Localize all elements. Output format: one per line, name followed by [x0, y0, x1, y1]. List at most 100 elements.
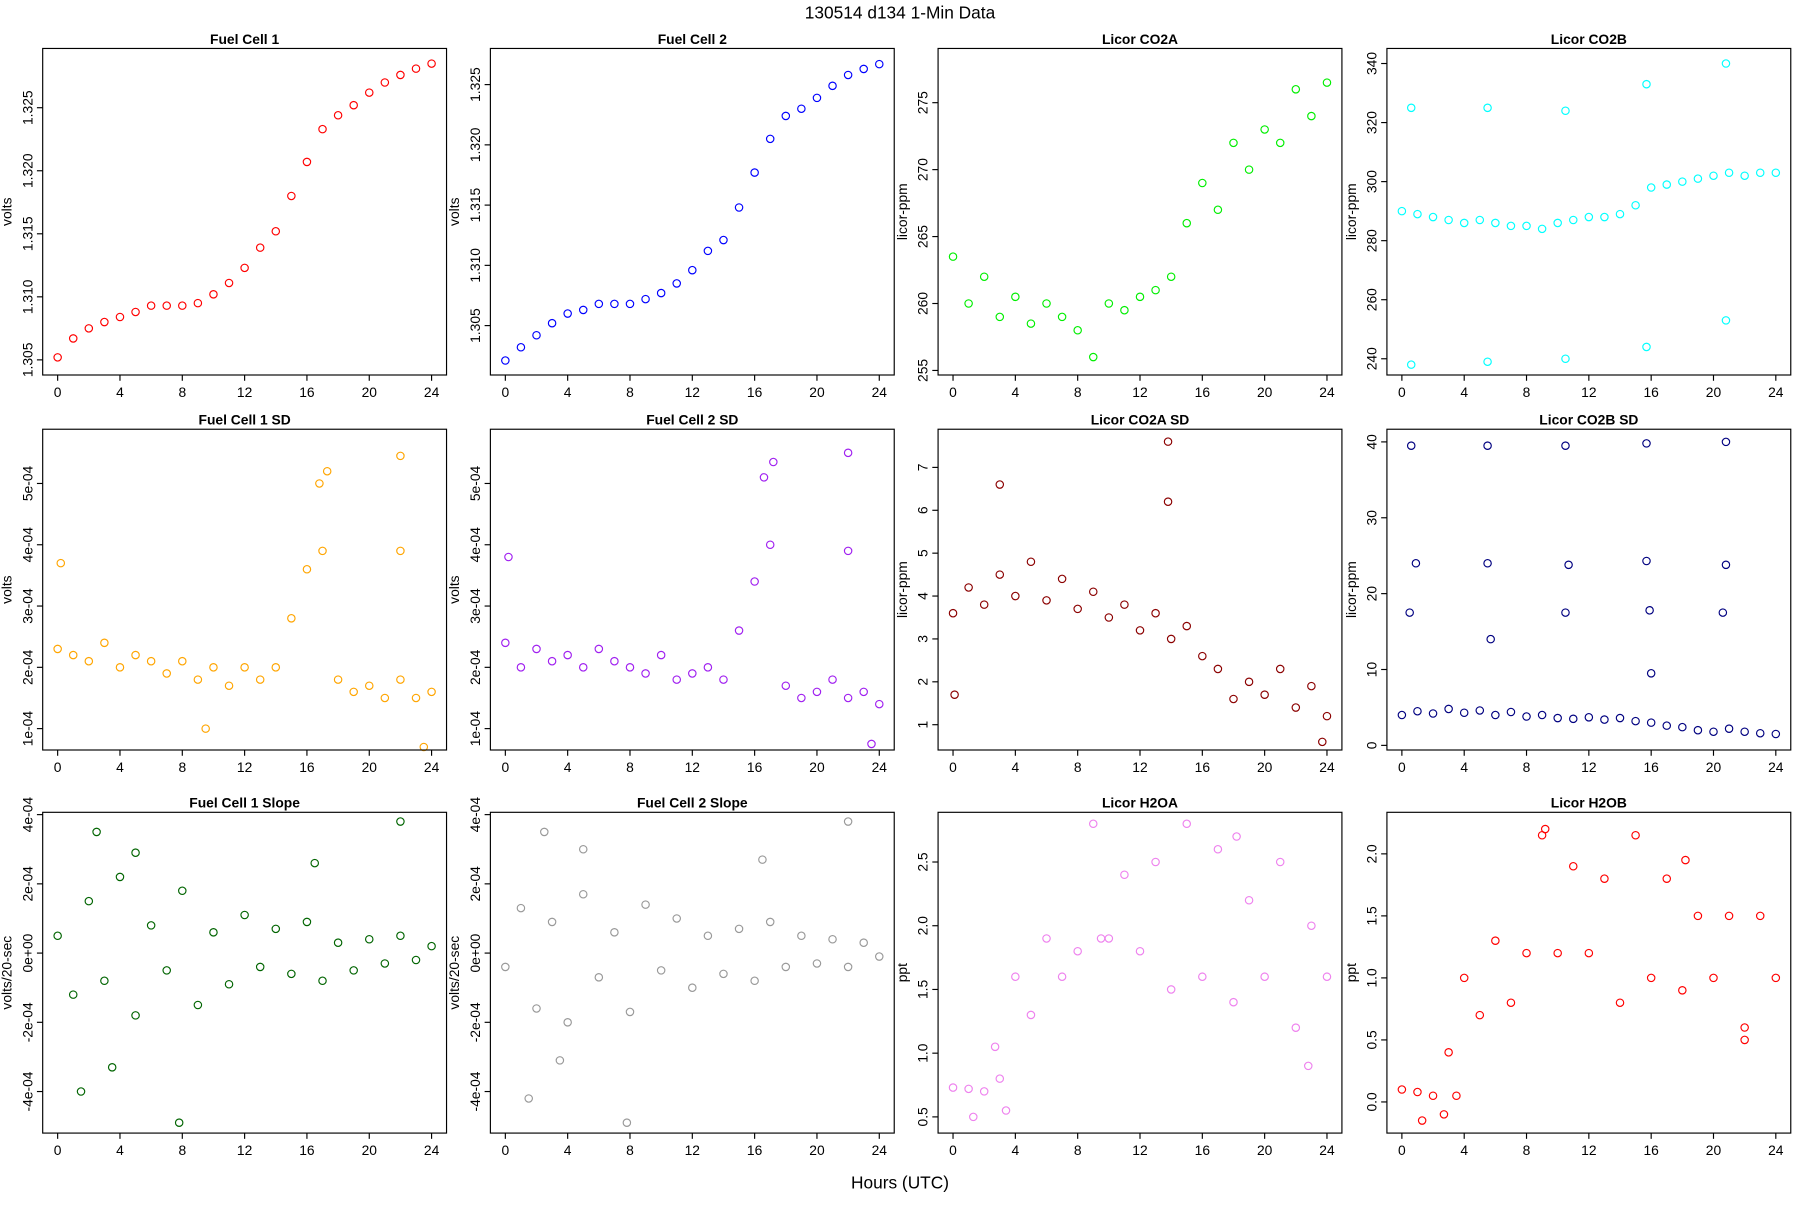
point: [1198, 972, 1207, 981]
x-tick-label: 16: [1643, 759, 1659, 775]
y-tick-label: 4e-04: [467, 797, 483, 833]
point: [1491, 710, 1500, 720]
point: [867, 739, 876, 749]
y-tick-label: 2: [915, 678, 931, 686]
point: [1540, 824, 1550, 834]
point: [625, 1007, 635, 1017]
point: [979, 1087, 989, 1096]
y-axis-label: volts: [446, 575, 462, 604]
point: [719, 675, 728, 684]
point: [1693, 911, 1703, 921]
plot-frame: [489, 811, 895, 1134]
y-tick-label: 1.315: [467, 187, 483, 222]
plot-frame: [489, 47, 895, 376]
x-tick-label: 0: [949, 384, 957, 400]
point: [1198, 651, 1207, 661]
point: [859, 64, 868, 74]
x-tick-label: 24: [424, 1142, 440, 1158]
point: [318, 124, 327, 134]
y-tick-label: 4e-04: [467, 527, 483, 563]
point: [501, 638, 510, 648]
point: [333, 938, 343, 947]
point: [1229, 997, 1238, 1007]
point: [333, 111, 343, 120]
point: [719, 969, 728, 979]
point: [1244, 895, 1254, 905]
point: [1724, 168, 1734, 178]
point: [540, 827, 549, 837]
x-tick-label: 0: [1398, 384, 1406, 400]
point: [1740, 171, 1749, 180]
point: [396, 817, 405, 826]
x-tick-label: 8: [1523, 1142, 1531, 1158]
point: [532, 1004, 541, 1013]
x-tick-label: 24: [1319, 759, 1335, 775]
point: [594, 973, 604, 982]
x-tick-label: 12: [1132, 384, 1147, 400]
point: [625, 299, 635, 309]
x-tick-label: 0: [501, 1142, 509, 1158]
x-tick-label: 12: [1132, 1142, 1147, 1158]
x-tick-label: 4: [564, 759, 572, 775]
point: [287, 191, 296, 201]
point: [1120, 305, 1129, 315]
y-axis-label: ppt: [894, 963, 910, 982]
x-tick-label: 8: [1074, 759, 1082, 775]
point: [990, 1042, 1000, 1052]
panel-title: Licor CO2B SD: [1539, 412, 1638, 428]
y-tick-label: 5e-04: [19, 465, 35, 501]
point: [1693, 174, 1703, 183]
x-tick-label: 0: [1398, 1142, 1406, 1158]
point: [1291, 85, 1301, 94]
point: [146, 921, 156, 930]
point: [396, 451, 405, 461]
point: [396, 675, 405, 684]
point: [224, 278, 234, 288]
point: [310, 858, 319, 868]
x-tick-label: 8: [1074, 1142, 1082, 1158]
x-tick-label: 24: [872, 1142, 888, 1158]
point: [364, 681, 374, 690]
y-tick-label: 20: [1364, 586, 1380, 602]
point: [578, 889, 588, 899]
point: [1307, 681, 1316, 691]
y-axis-label: volts/20-sec: [446, 936, 462, 1010]
point: [1244, 677, 1254, 687]
point: [1073, 326, 1082, 335]
plot-frame: [937, 428, 1343, 751]
x-tick-label: 4: [116, 1142, 124, 1158]
point: [1724, 911, 1734, 921]
point: [255, 243, 265, 252]
point: [322, 466, 332, 476]
point: [53, 644, 62, 654]
point: [812, 93, 822, 103]
x-tick-label: 12: [1581, 759, 1596, 775]
point: [964, 1084, 973, 1094]
point: [1166, 985, 1176, 994]
y-tick-label: 1.310: [19, 279, 35, 314]
point: [302, 157, 312, 167]
panel-title: Fuel Cell 2 Slope: [637, 795, 748, 811]
point: [131, 848, 140, 857]
y-tick-label: 260: [915, 292, 931, 315]
point: [1151, 608, 1160, 618]
point: [115, 872, 125, 882]
point: [672, 279, 681, 288]
point: [427, 59, 436, 68]
point: [1522, 712, 1531, 721]
point: [1600, 715, 1609, 724]
x-tick-label: 20: [1257, 759, 1273, 775]
point: [1318, 737, 1327, 747]
point: [53, 353, 62, 362]
point: [703, 663, 713, 672]
point: [1406, 103, 1416, 113]
x-tick-label: 8: [178, 1142, 186, 1158]
x-tick-label: 20: [809, 384, 825, 400]
x-tick-label: 0: [1398, 759, 1406, 775]
point: [843, 817, 853, 826]
point: [1475, 1010, 1485, 1020]
point: [859, 687, 868, 697]
x-tick-label: 16: [1195, 1142, 1211, 1158]
point: [271, 924, 281, 934]
point: [995, 312, 1005, 322]
